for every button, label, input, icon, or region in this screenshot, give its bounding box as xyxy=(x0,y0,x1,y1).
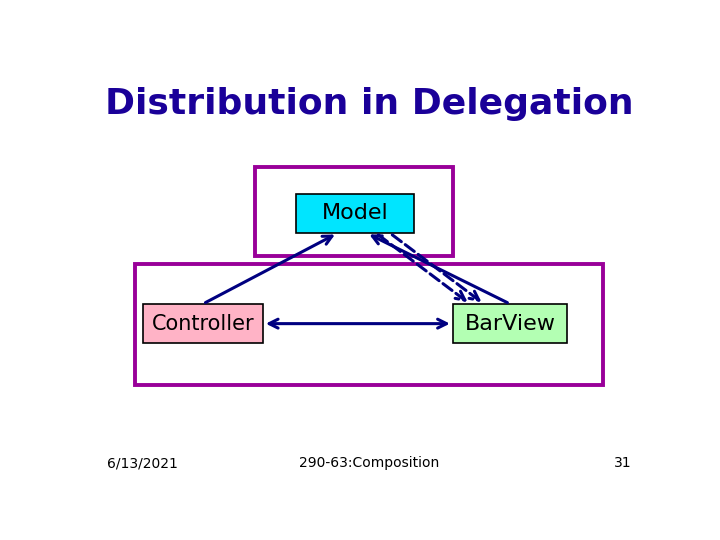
FancyBboxPatch shape xyxy=(143,304,263,343)
Text: Distribution in Delegation: Distribution in Delegation xyxy=(104,87,634,122)
FancyBboxPatch shape xyxy=(297,194,413,233)
FancyBboxPatch shape xyxy=(135,265,603,385)
Text: Controller: Controller xyxy=(152,314,254,334)
Text: 290-63:Composition: 290-63:Composition xyxy=(299,456,439,470)
Text: 6/13/2021: 6/13/2021 xyxy=(107,456,178,470)
FancyBboxPatch shape xyxy=(255,167,453,256)
FancyBboxPatch shape xyxy=(453,304,567,343)
Text: Model: Model xyxy=(322,204,388,224)
Text: BarView: BarView xyxy=(464,314,555,334)
Text: 31: 31 xyxy=(613,456,631,470)
